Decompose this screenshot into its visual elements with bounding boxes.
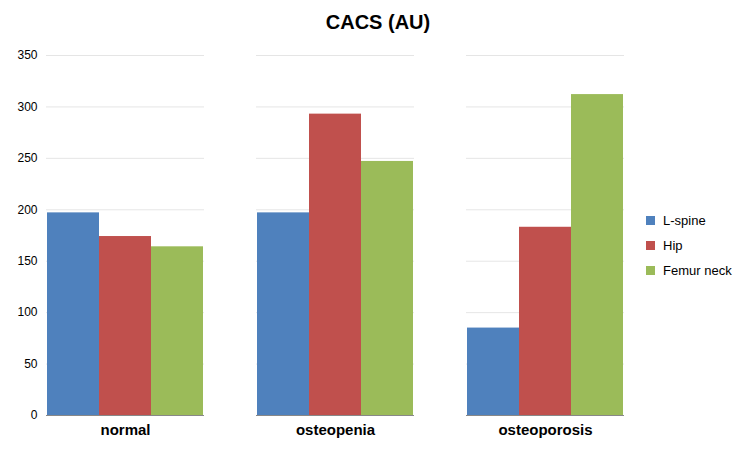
svg-text:350: 350	[17, 48, 37, 62]
svg-text:300: 300	[17, 100, 37, 114]
html-text:CACS (AU): CACS (AU)	[325, 11, 431, 33]
svg-text:osteoporosis: osteoporosis	[498, 421, 592, 438]
html-text:L-spine: L-spine	[663, 212, 706, 228]
html-text:Femur neck: Femur neck	[663, 262, 732, 278]
svg-text:200: 200	[17, 203, 37, 217]
svg-text:100: 100	[17, 305, 37, 319]
svg-text:0: 0	[31, 408, 38, 422]
svg-text:250: 250	[17, 151, 37, 165]
html-text:Hip: Hip	[663, 237, 683, 253]
svg-text:150: 150	[17, 254, 37, 268]
svg-text:osteopenia: osteopenia	[296, 421, 376, 438]
svg-text:normal: normal	[100, 421, 150, 438]
svg-text:50: 50	[24, 357, 38, 371]
